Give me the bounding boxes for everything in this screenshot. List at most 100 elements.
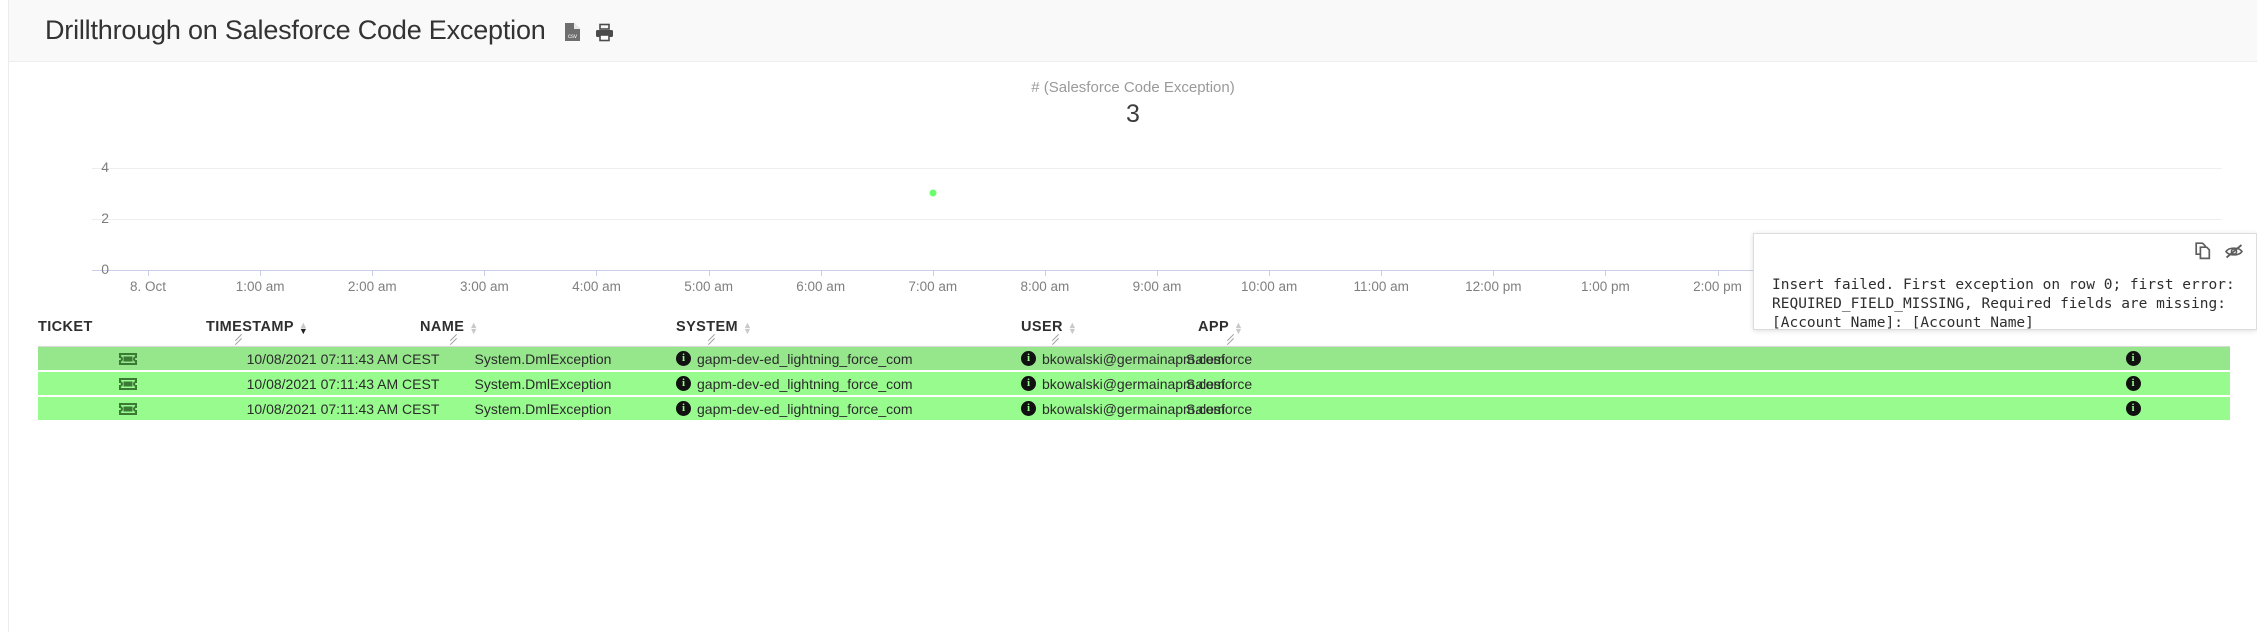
copy-icon[interactable] <box>2195 242 2212 260</box>
x-axis-tick-label: 4:00 am <box>572 279 621 294</box>
cell-text-timestamp: 10/08/2021 07:11:43 AM CEST <box>246 375 440 392</box>
x-axis-tick-mark <box>1717 270 1719 276</box>
column-header-timestamp[interactable]: TIMESTAMP ▲ ▼ <box>206 319 308 335</box>
info-icon[interactable]: i <box>676 401 691 416</box>
sort-toggle-app[interactable]: ▲ ▼ <box>1234 319 1244 336</box>
table-row[interactable]: 10/08/2021 07:11:43 AM CEST System.DmlExc… <box>38 397 2230 420</box>
x-axis-tick-mark <box>1493 270 1495 276</box>
sort-toggle-timestamp[interactable]: ▲ ▼ <box>298 319 309 336</box>
cell-ticket[interactable] <box>98 397 158 420</box>
table-row[interactable]: 10/08/2021 07:11:43 AM CEST System.DmlExc… <box>38 372 2230 395</box>
sort-descending-icon: ▼ <box>469 325 479 336</box>
cell-text-system: gapm-dev-ed_lightning_force_com <box>697 350 913 367</box>
table-row[interactable]: 10/08/2021 07:11:43 AM CEST System.DmlExc… <box>38 347 2230 370</box>
eye-off-icon[interactable] <box>2224 242 2244 260</box>
ticket-icon[interactable] <box>119 352 137 366</box>
cell-text-timestamp: 10/08/2021 07:11:43 AM CEST <box>246 350 440 367</box>
cell-text-name: System.DmlException <box>474 400 612 417</box>
x-axis-tick-label: 7:00 am <box>908 279 958 294</box>
chart-data-point[interactable] <box>929 189 937 197</box>
sort-ascending-icon: ▲ <box>1067 319 1078 330</box>
x-axis-tick-mark <box>372 270 374 276</box>
cell-timestamp: 10/08/2021 07:11:43 AM CEST <box>188 347 498 370</box>
cell-name: System.DmlException <box>413 347 673 370</box>
column-resize-handle-user[interactable] <box>1051 333 1061 343</box>
cell-ticket[interactable] <box>98 372 158 395</box>
sort-descending-icon: ▼ <box>743 325 753 336</box>
x-axis-tick-mark <box>820 270 822 276</box>
column-header-label: NAME <box>420 319 465 335</box>
column-header-system[interactable]: SYSTEM ▲ ▼ <box>676 319 752 335</box>
y-axis-tick-label: 2 <box>101 209 109 226</box>
y-gridline <box>92 167 2222 169</box>
x-axis-tick-label: 8. Oct <box>130 279 167 294</box>
header-actions: csv <box>564 22 614 42</box>
y-axis-tick-label: 0 <box>101 261 109 277</box>
info-icon[interactable]: i <box>676 351 691 366</box>
error-detail-tooltip: Insert failed. First exception on row 0;… <box>1753 233 2257 331</box>
sort-descending-icon: ▼ <box>298 325 309 336</box>
info-icon[interactable]: i <box>676 376 691 391</box>
sort-ascending-icon: ▲ <box>298 319 309 330</box>
cell-name: System.DmlException <box>413 397 673 420</box>
column-header-label: TICKET <box>38 319 93 335</box>
sort-toggle-name[interactable]: ▲ ▼ <box>469 320 479 336</box>
y-gridline <box>92 218 2222 220</box>
x-axis-tick-mark <box>484 270 486 276</box>
sort-ascending-icon: ▲ <box>1234 319 1244 330</box>
cell-user[interactable]: i bkowalski@germainapm.com <box>1021 372 1311 395</box>
x-axis-tick-label: 2:00 pm <box>1693 279 1742 294</box>
x-axis-tick-label: 6:00 am <box>796 279 846 294</box>
x-axis-tick-label: 9:00 am <box>1132 279 1182 294</box>
info-icon[interactable]: i <box>1021 351 1036 366</box>
chart-total-value: 3 <box>1126 100 1140 128</box>
cell-text-user: bkowalski@germainapm.com <box>1042 375 1226 392</box>
column-header-app[interactable]: APP ▲ ▼ <box>1198 319 1243 335</box>
csv-download-icon[interactable]: csv <box>564 22 581 42</box>
ticket-icon[interactable] <box>119 402 137 416</box>
cell-text-user: bkowalski@germainapm.com <box>1042 350 1226 367</box>
x-axis-tick-mark <box>148 270 150 276</box>
sort-toggle-system[interactable]: ▲ ▼ <box>743 319 753 336</box>
cell-text-timestamp: 10/08/2021 07:11:43 AM CEST <box>246 400 440 417</box>
left-edge-strip <box>0 0 9 632</box>
x-axis-tick-label: 10:00 am <box>1240 279 1298 294</box>
cell-detail[interactable]: i <box>2113 347 2153 370</box>
ticket-icon[interactable] <box>119 377 137 391</box>
column-header-label: TIMESTAMP <box>206 319 294 335</box>
table-body: 10/08/2021 07:11:43 AM CEST System.DmlExc… <box>38 347 2230 420</box>
cell-system[interactable]: i gapm-dev-ed_lightning_force_com <box>676 372 1016 395</box>
cell-detail[interactable]: i <box>2113 372 2153 395</box>
cell-system[interactable]: i gapm-dev-ed_lightning_force_com <box>676 347 1016 370</box>
sort-ascending-icon: ▲ <box>743 319 753 330</box>
info-icon[interactable]: i <box>2125 401 2141 416</box>
cell-user[interactable]: i bkowalski@germainapm.com <box>1021 397 1311 420</box>
cell-detail[interactable]: i <box>2113 397 2153 420</box>
cell-text-app: Salesforce <box>1186 350 1253 367</box>
column-resize-handle-system[interactable] <box>707 333 717 343</box>
cell-text-app: Salesforce <box>1186 375 1253 392</box>
column-resize-handle-app[interactable] <box>1226 333 1236 343</box>
cell-user[interactable]: i bkowalski@germainapm.com <box>1021 347 1311 370</box>
y-axis-tick-label: 4 <box>101 158 109 175</box>
x-axis-tick-mark <box>1157 270 1158 276</box>
print-icon[interactable] <box>595 23 614 42</box>
x-axis-tick-label: 3:00 am <box>459 279 509 294</box>
info-icon[interactable]: i <box>1021 401 1036 416</box>
column-resize-handle-timestamp[interactable] <box>234 333 244 343</box>
cell-ticket[interactable] <box>98 347 158 370</box>
info-icon[interactable]: i <box>1021 376 1036 391</box>
info-icon[interactable]: i <box>2125 376 2141 391</box>
sort-toggle-user[interactable]: ▲ ▼ <box>1067 319 1078 335</box>
column-header-name[interactable]: NAME ▲ ▼ <box>420 319 479 335</box>
column-header-label: USER <box>1021 319 1063 335</box>
page-title: Drillthrough on Salesforce Code Exceptio… <box>45 15 546 45</box>
info-icon[interactable]: i <box>2125 351 2141 366</box>
x-axis-tick-mark <box>596 270 598 276</box>
cell-system[interactable]: i gapm-dev-ed_lightning_force_com <box>676 397 1016 420</box>
column-header-user[interactable]: USER ▲ ▼ <box>1021 319 1077 335</box>
x-axis-tick-mark <box>1269 270 1271 276</box>
sort-descending-icon: ▼ <box>1234 325 1244 336</box>
cell-text-name: System.DmlException <box>474 350 612 367</box>
column-resize-handle-name[interactable] <box>449 333 459 343</box>
